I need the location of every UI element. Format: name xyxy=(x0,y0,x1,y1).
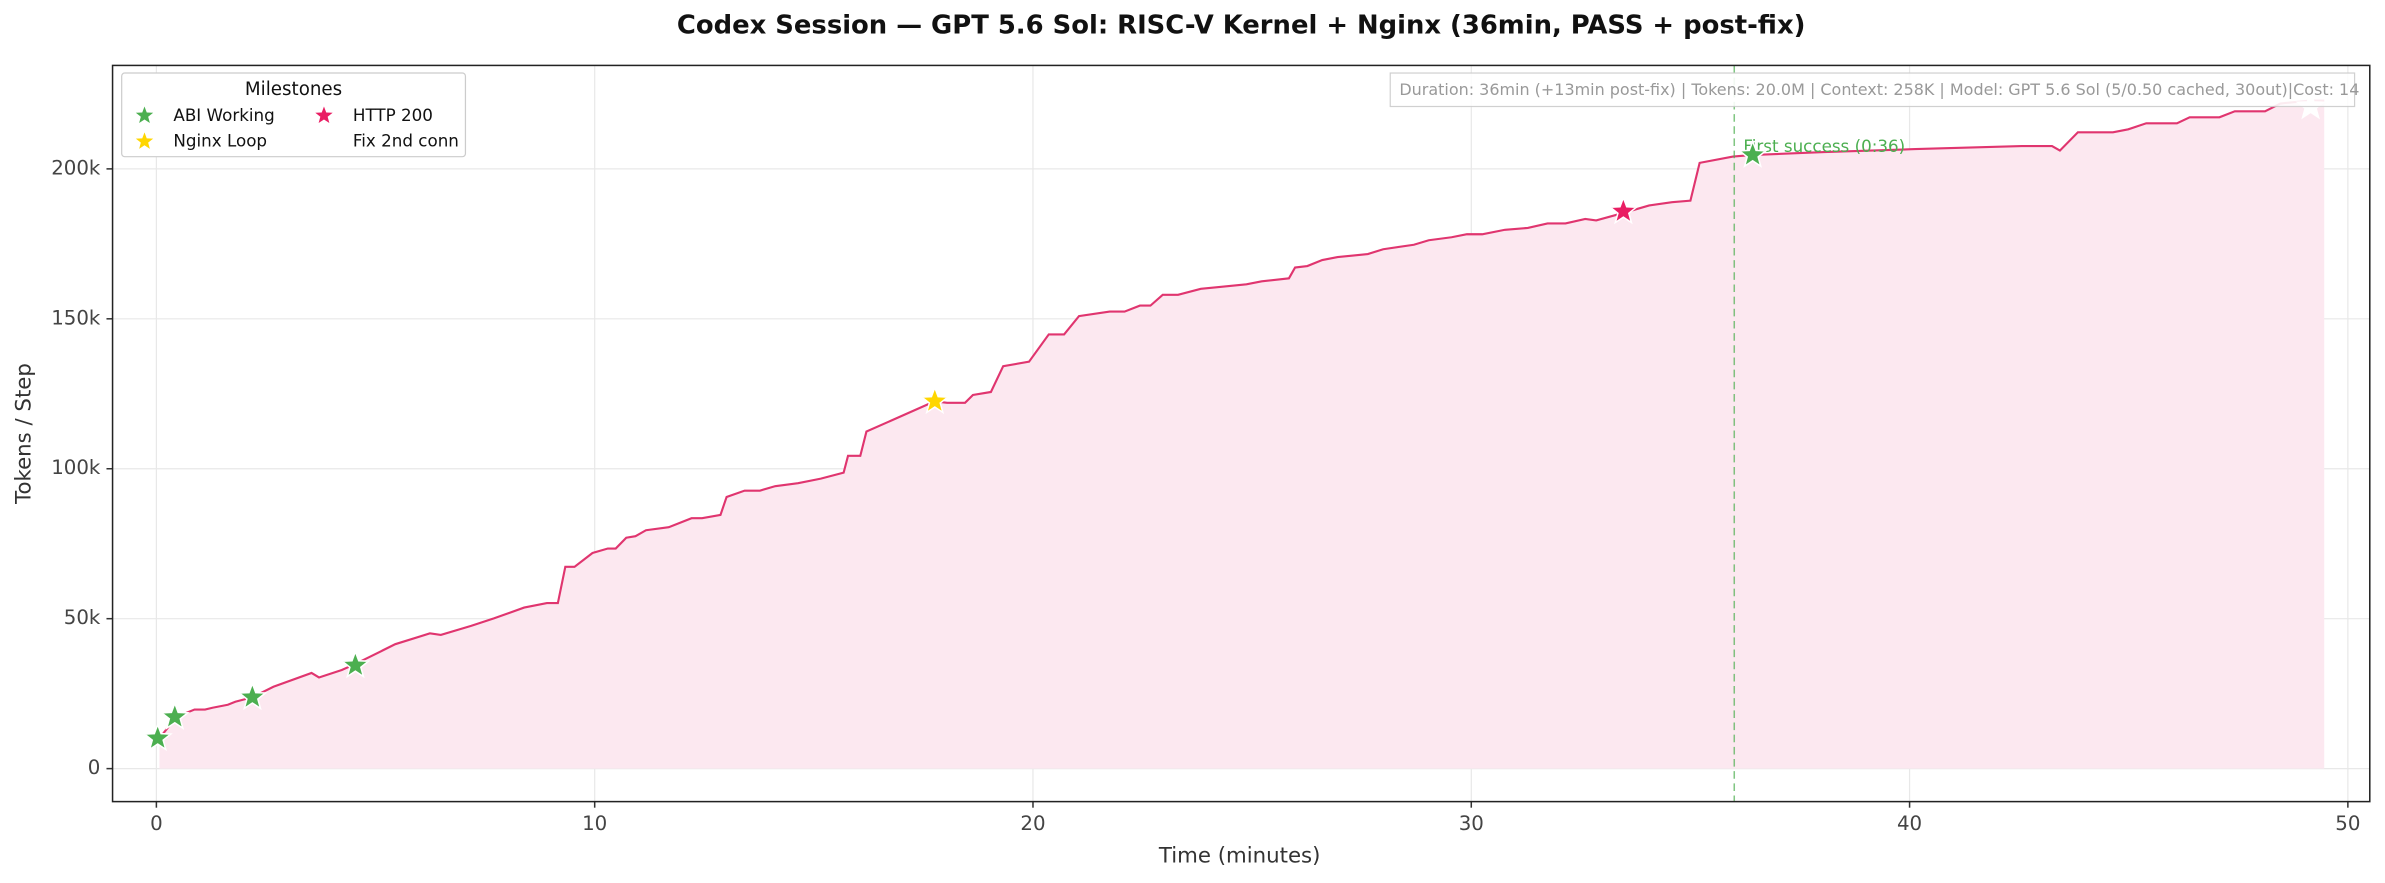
legend-label: Fix 2nd conn xyxy=(353,131,459,151)
y-tick-label: 100k xyxy=(51,456,101,479)
legend-marker xyxy=(135,132,154,149)
x-tick-label: 0 xyxy=(150,812,163,835)
y-tick-label: 200k xyxy=(51,156,101,179)
info-box xyxy=(1389,72,2356,108)
success-star xyxy=(1737,139,1768,168)
legend-marker xyxy=(315,132,333,149)
y-tick-label: 0 xyxy=(88,756,101,779)
legend-label: ABI Working xyxy=(173,105,274,125)
legend-marker xyxy=(315,106,333,123)
x-tick-label: 50 xyxy=(2335,812,2360,835)
info-text: Duration: 36min (+13min post-fix) | Toke… xyxy=(1399,80,2359,99)
y-axis-label: Tokens / Step xyxy=(11,363,36,505)
plot-frame xyxy=(111,64,2371,803)
milestone-star xyxy=(237,681,268,711)
legend-label: HTTP 200 xyxy=(353,105,433,125)
legend-title: Milestones xyxy=(245,79,342,100)
milestone-star xyxy=(159,701,190,730)
line xyxy=(158,99,2325,739)
milestone-star xyxy=(919,385,950,415)
x-axis-label: Time (minutes) xyxy=(1158,843,1321,868)
legend-marker xyxy=(135,106,154,123)
x-tick-label: 10 xyxy=(582,812,607,835)
milestone-star xyxy=(142,722,173,752)
x-tick-label: 30 xyxy=(1459,812,1484,835)
y-tick-label: 150k xyxy=(51,306,101,329)
chart-title: Codex Session — GPT 5.6 Sol: RISC-V Kern… xyxy=(677,10,1806,40)
area xyxy=(159,100,2325,769)
milestone-star xyxy=(340,649,371,679)
y-tick-label: 50k xyxy=(64,606,101,629)
milestone-star xyxy=(1608,195,1639,225)
x-tick-label: 20 xyxy=(1020,812,1045,835)
legend-label: Nginx Loop xyxy=(173,131,267,151)
success-label: First success (0:36) xyxy=(1743,136,1905,156)
legend-box xyxy=(121,72,467,158)
x-tick-label: 40 xyxy=(1897,812,1922,835)
